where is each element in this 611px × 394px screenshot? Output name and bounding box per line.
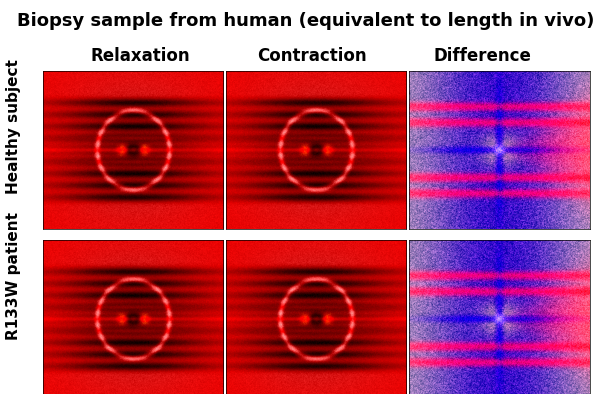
Text: R133W patient: R133W patient [6, 212, 21, 340]
Text: Healthy subject: Healthy subject [6, 59, 21, 193]
Text: Relaxation: Relaxation [90, 47, 191, 65]
Text: Biopsy sample from human (equivalent to length in vivo): Biopsy sample from human (equivalent to … [17, 12, 594, 30]
Text: Difference: Difference [434, 47, 532, 65]
Text: Contraction: Contraction [257, 47, 367, 65]
